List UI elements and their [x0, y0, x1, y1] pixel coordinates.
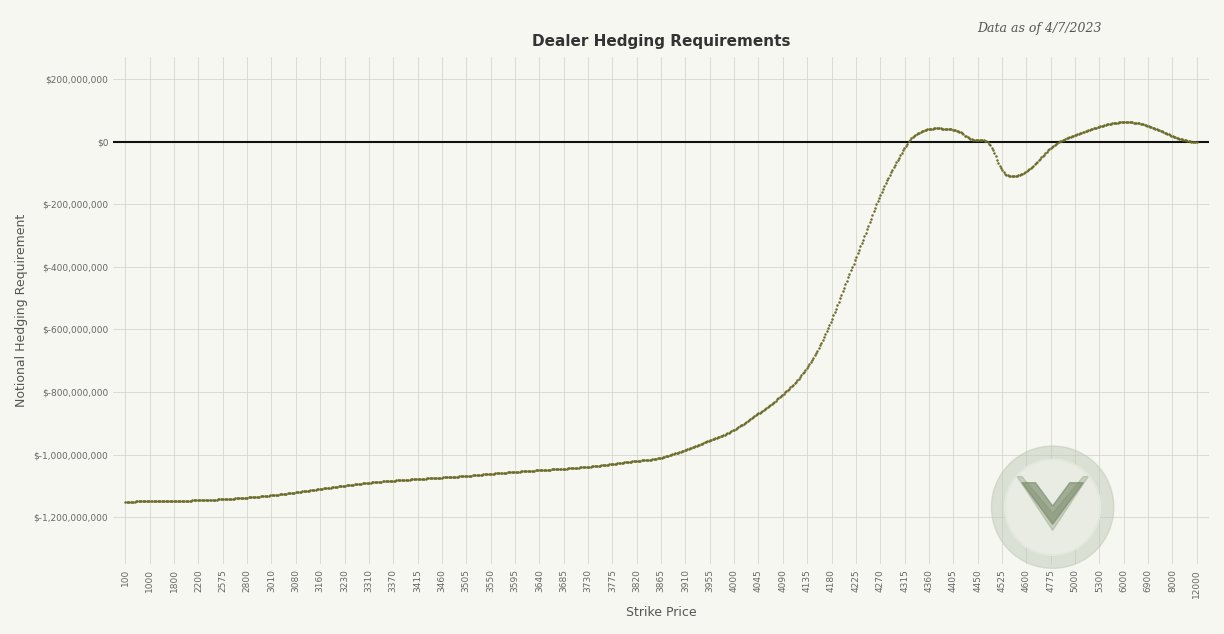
Title: Dealer Hedging Requirements: Dealer Hedging Requirements [532, 34, 791, 49]
Circle shape [991, 446, 1114, 569]
Y-axis label: Notional Hedging Requirement: Notional Hedging Requirement [15, 214, 28, 407]
Text: Data as of 4/7/2023: Data as of 4/7/2023 [977, 22, 1102, 36]
Polygon shape [1017, 477, 1088, 531]
X-axis label: Strike Price: Strike Price [625, 606, 696, 619]
Circle shape [1005, 460, 1100, 555]
Circle shape [1005, 460, 1100, 555]
Polygon shape [1022, 482, 1083, 524]
